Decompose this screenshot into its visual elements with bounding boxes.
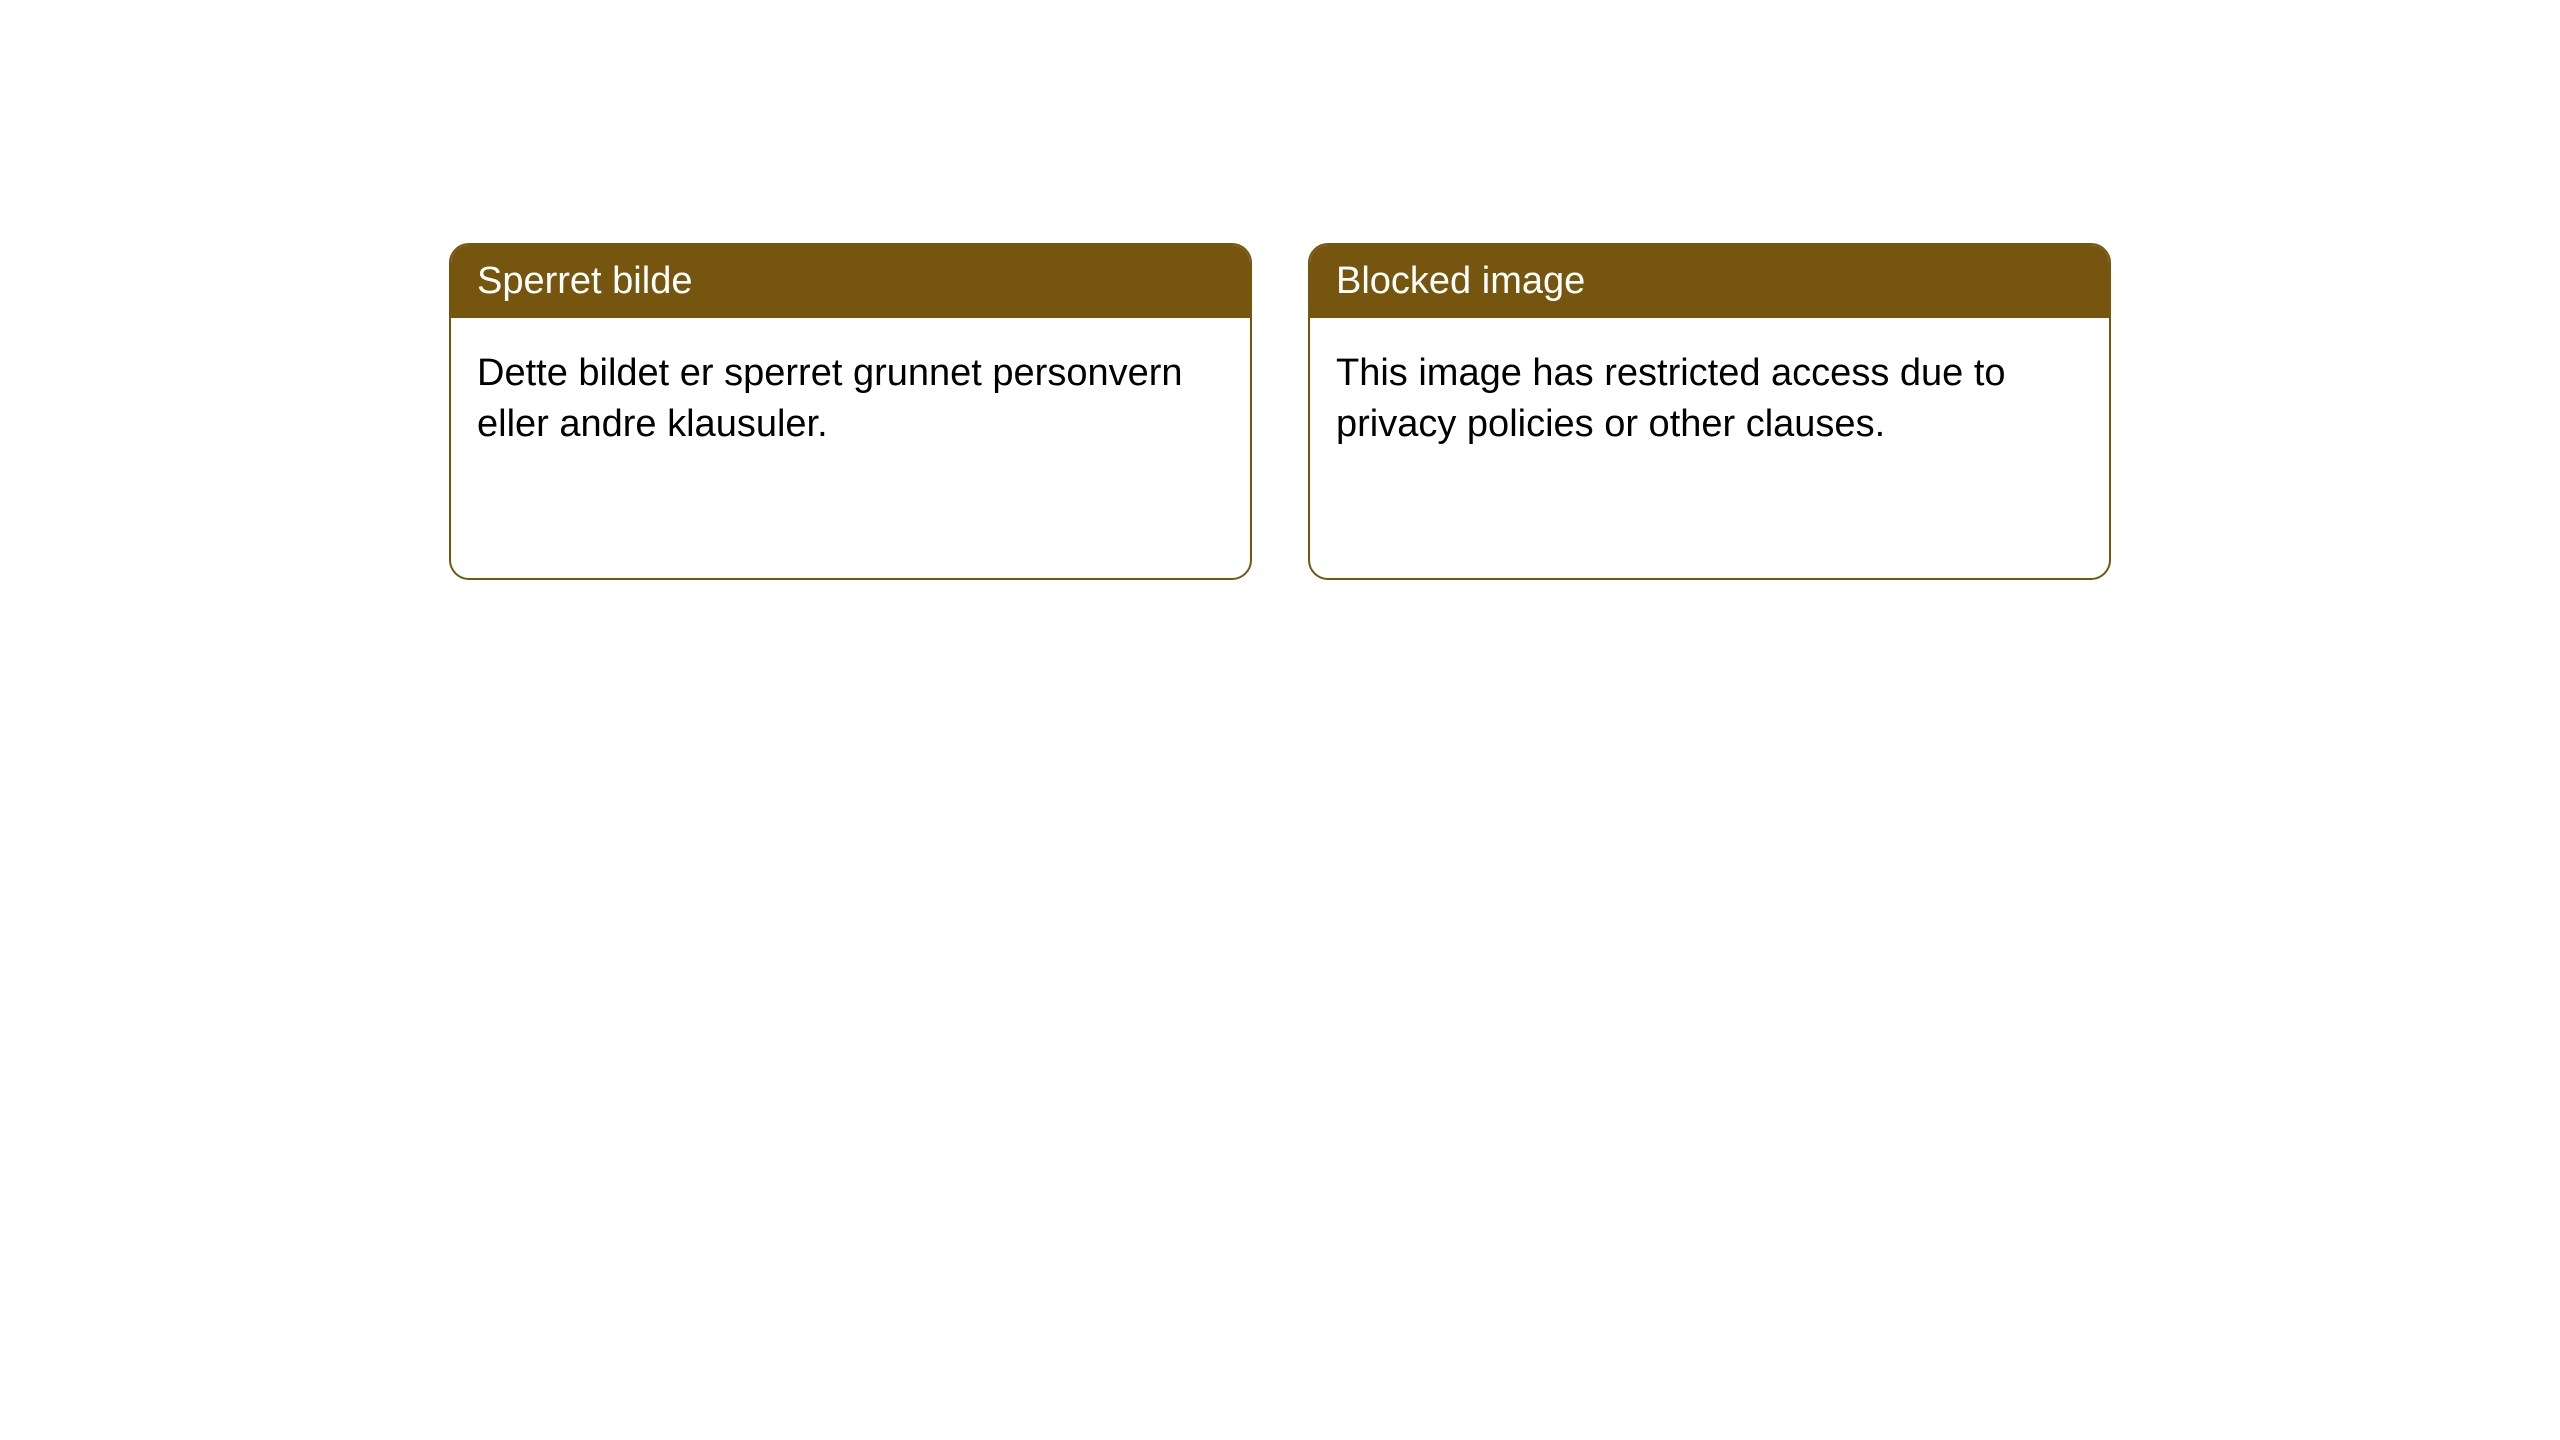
notice-title: Sperret bilde: [477, 260, 692, 302]
notice-body: This image has restricted access due to …: [1310, 318, 2109, 481]
notice-body-text: Dette bildet er sperret grunnet personve…: [477, 352, 1183, 445]
notice-title: Blocked image: [1336, 260, 1585, 302]
notice-header: Sperret bilde: [451, 245, 1250, 318]
notice-body: Dette bildet er sperret grunnet personve…: [451, 318, 1250, 481]
notice-body-text: This image has restricted access due to …: [1336, 352, 2006, 445]
notice-card-norwegian: Sperret bilde Dette bildet er sperret gr…: [449, 243, 1252, 580]
blocked-image-notices: Sperret bilde Dette bildet er sperret gr…: [449, 243, 2111, 580]
notice-header: Blocked image: [1310, 245, 2109, 318]
notice-card-english: Blocked image This image has restricted …: [1308, 243, 2111, 580]
